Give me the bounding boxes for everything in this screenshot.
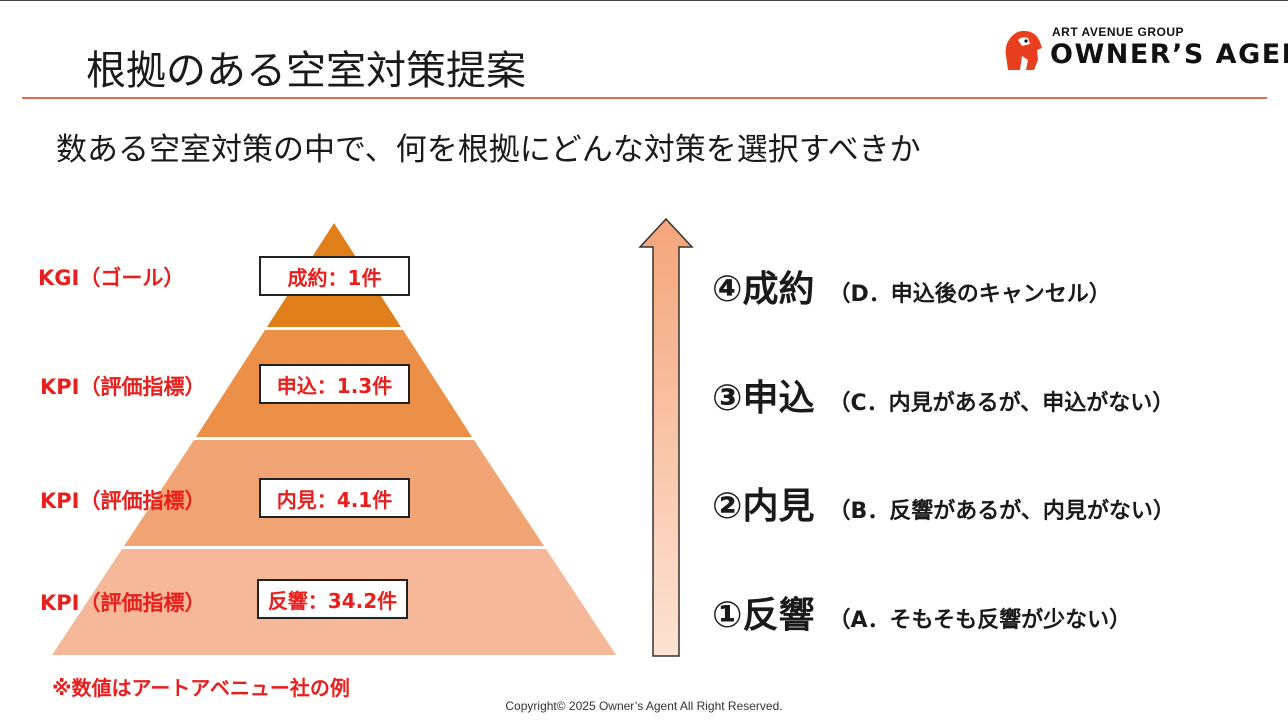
copyright-footer: Copyright© 2025 Owner’s Agent All Right … [505,699,783,713]
logo-group-text: ART AVENUE GROUP [1052,25,1185,39]
stage-inquiry-mark: ①反響 [712,595,815,636]
stage-viewing-mark: ②内見 [712,486,815,527]
page-title: 根拠のある空室対策提案 [86,48,526,94]
stage-inquiry-note: （A．そもそも反響が少ない） [828,608,1132,633]
tier-value-contract: 成約：1件 [259,256,410,296]
tier-value-inquiry: 反響：34.2件 [257,579,408,619]
stage-viewing-note: （B．反響があるが、内見がない） [828,499,1175,524]
stage-contract: ④成約 （D．申込後のキャンセル） [712,260,1111,312]
stage-contract-mark: ④成約 [712,269,815,310]
stage-apply: ③申込 （C．内見があるが、申込がない） [712,369,1174,421]
stage-contract-note: （D．申込後のキャンセル） [828,282,1111,307]
stage-inquiry: ①反響 （A．そもそも反響が少ない） [712,586,1131,638]
up-arrow-icon [638,217,694,657]
tier-label-kpi-inquiry: KPI（評価指標） [40,591,206,615]
subtitle: 数ある空室対策の中で、何を根拠にどんな対策を選択すべきか [56,132,921,168]
gorilla-logo-icon [1005,30,1042,70]
tier-value-viewing: 内見：4.1件 [259,478,410,518]
example-note: ※数値はアートアベニュー社の例 [52,676,350,700]
top-border [0,0,1288,1]
tier-label-kpi-apply: KPI（評価指標） [40,375,206,399]
stage-viewing: ②内見 （B．反響があるが、内見がない） [712,477,1175,529]
tier-value-apply: 申込：1.3件 [259,364,410,404]
owners-agent-logo: ART AVENUE GROUP OWNER’S AGENT [1000,22,1288,78]
tier-label-kpi-viewing: KPI（評価指標） [40,489,206,513]
stage-apply-mark: ③申込 [712,378,815,419]
logo-name-text: OWNER’S AGENT [1050,39,1288,70]
title-divider [22,97,1267,99]
tier-label-kgi: KGI（ゴール） [38,266,185,290]
stage-apply-note: （C．内見があるが、申込がない） [828,391,1175,416]
